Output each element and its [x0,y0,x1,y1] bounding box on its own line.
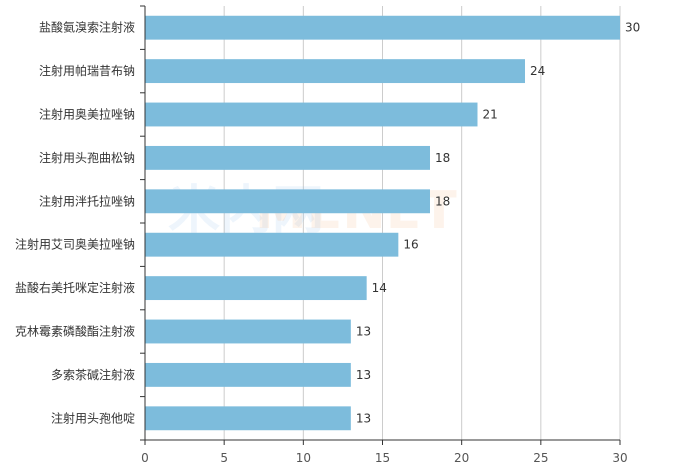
value-labels: 30 24 21 18 18 16 14 13 13 13 [356,21,640,426]
category-label-6: 注射用艾司奥美拉唑钠 [15,237,135,252]
category-label-1: 盐酸氨溴索注射液 [39,20,135,35]
value-label-7: 14 [372,281,387,295]
category-labels: 盐酸氨溴索注射液注射用帕瑞昔布钠注射用奥美拉唑钠注射用头孢曲松钠注射用泮托拉唑钠… [15,20,135,426]
bar-5 [145,189,430,214]
x-tick-label-30: 30 [612,451,627,465]
x-tick-label-15: 15 [375,451,390,465]
x-tick-label-20: 20 [454,451,469,465]
bar-8 [145,319,351,344]
bar-6 [145,232,399,257]
value-label-6: 16 [403,238,418,252]
category-label-10: 注射用头孢他啶 [51,410,135,425]
value-label-9: 13 [356,368,371,382]
x-tick-label-25: 25 [533,451,548,465]
value-label-4: 18 [435,151,450,165]
value-label-3: 21 [483,108,498,122]
bar-7 [145,276,367,301]
category-label-5: 注射用泮托拉唑钠 [39,193,135,208]
x-tick-label-10: 10 [296,451,311,465]
bar-1 [145,15,620,40]
category-label-9: 多索茶碱注射液 [51,367,135,382]
value-label-1: 30 [625,21,640,35]
category-label-3: 注射用奥美拉唑钠 [39,107,135,122]
category-label-2: 注射用帕瑞昔布钠 [39,63,135,78]
category-label-7: 盐酸右美托咪定注射液 [15,280,135,295]
bar-9 [145,362,351,387]
category-label-4: 注射用头孢曲松钠 [39,150,135,165]
bars [145,15,620,431]
value-label-5: 18 [435,194,450,208]
bar-4 [145,145,430,170]
x-tick-label-5: 5 [220,451,228,465]
x-tick-label-0: 0 [141,451,149,465]
value-label-8: 13 [356,325,371,339]
bar-10 [145,406,351,431]
value-label-2: 24 [530,64,545,78]
x-axis: 0 5 10 15 20 25 30 [140,5,628,465]
bar-2 [145,59,525,84]
value-label-10: 13 [356,411,371,425]
category-label-8: 克林霉素磷酸酯注射液 [15,324,135,339]
bar-3 [145,102,478,127]
